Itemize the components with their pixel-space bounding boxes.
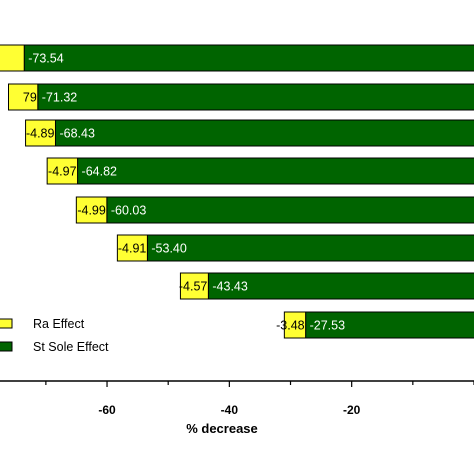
bar-labels-group: -73.54 79 -71.32 -4.89 -68.43 -4.97 -64.82 -4.9… — [23, 52, 345, 333]
label-ra-7: -4.57 — [179, 280, 208, 294]
label-st-sole-5: -60.03 — [111, 204, 146, 218]
x-ticks-group: -60 -40 -20 — [45, 381, 474, 417]
bar-ra-5 — [75, 196, 108, 224]
label-st-sole-2: -71.32 — [42, 91, 77, 105]
bars-group — [0, 44, 474, 339]
label-st-sole-7: -43.43 — [212, 280, 247, 294]
label-st-sole-3: -68.43 — [59, 127, 94, 141]
label-ra-4: -4.97 — [48, 165, 77, 179]
x-tick-label: -40 — [221, 403, 239, 417]
bar-st-sole-6 — [146, 234, 474, 262]
bar-st-sole-1 — [23, 44, 474, 72]
bar-st-sole-7 — [207, 272, 474, 300]
x-tick-label: -60 — [98, 403, 116, 417]
legend-label-ra-effect: Ra Effect — [33, 317, 85, 331]
label-st-sole-4: -64.82 — [82, 165, 117, 179]
bar-ra-1 — [0, 44, 25, 72]
legend-swatch-st-sole-effect — [0, 341, 13, 352]
bar-ra-4 — [46, 157, 79, 185]
bar-st-sole-2 — [37, 83, 474, 111]
bar-st-sole-8 — [305, 311, 474, 339]
bar-st-sole-3 — [54, 119, 474, 147]
bar-ra-7 — [179, 272, 209, 300]
label-st-sole-6: -53.40 — [151, 242, 186, 256]
legend-swatch-ra-effect — [0, 318, 13, 329]
bar-st-sole-4 — [77, 157, 474, 185]
label-ra-2: 79 — [23, 91, 37, 105]
label-ra-3: -4.89 — [26, 127, 55, 141]
label-st-sole-8: -27.53 — [310, 319, 345, 333]
legend: Ra Effect St Sole Effect — [0, 317, 109, 354]
bar-st-sole-5 — [106, 196, 474, 224]
label-ra-8: -3.48 — [276, 319, 305, 333]
bar-ra-3 — [25, 119, 56, 147]
x-axis-label: % decrease — [186, 421, 258, 436]
bar-ra-6 — [116, 234, 148, 262]
bar-ra-8 — [283, 311, 307, 339]
x-tick-label: -20 — [343, 403, 361, 417]
bar-ra-2 — [8, 83, 39, 111]
label-ra-5: -4.99 — [77, 204, 106, 218]
legend-label-st-sole-effect: St Sole Effect — [33, 340, 109, 354]
label-st-sole-1: -73.54 — [28, 52, 63, 66]
label-ra-6: -4.91 — [118, 242, 147, 256]
